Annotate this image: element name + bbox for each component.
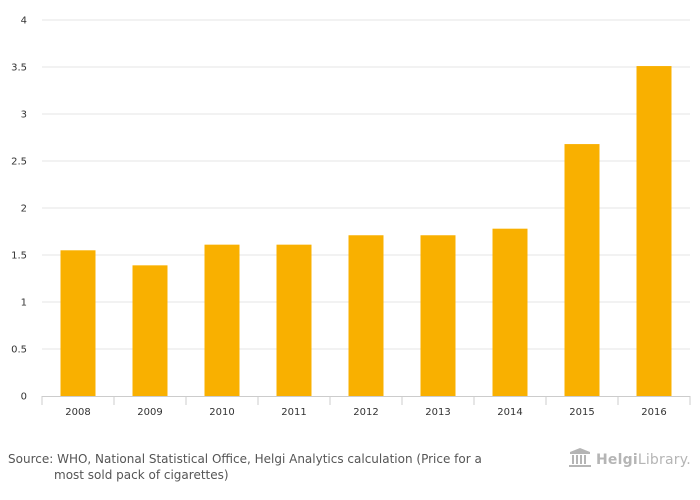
x-tick-label: 2008 <box>65 407 90 418</box>
bar-2011 <box>276 244 312 396</box>
y-tick-label: 0 <box>21 392 27 403</box>
bars <box>60 66 672 396</box>
y-tick-label: 1 <box>21 298 27 309</box>
y-axis-ticks: 0 0.5 1 1.5 2 2.5 3 3.5 4 <box>11 16 27 403</box>
x-tick-label: 2013 <box>425 407 450 418</box>
y-tick-label: 2.5 <box>11 157 27 168</box>
y-tick-label: 1.5 <box>11 251 27 262</box>
bar-2008 <box>60 250 96 396</box>
helgi-library-logo: HelgiLibrary. <box>568 448 691 472</box>
y-tick-label: 3 <box>21 110 27 121</box>
x-tick-label: 2016 <box>641 407 666 418</box>
x-tick-label: 2015 <box>569 407 594 418</box>
bar-2010 <box>204 244 240 396</box>
x-axis <box>41 396 691 405</box>
y-tick-label: 3.5 <box>11 63 27 74</box>
bar-chart: 00.511.522.533.54 2008 2009 2010 2011 2012 20… <box>11 16 691 418</box>
logo-brand-bold: Helgi <box>596 452 638 468</box>
x-tick-label: 2009 <box>137 407 162 418</box>
building-icon <box>568 448 592 472</box>
x-tick-label: 2010 <box>209 407 234 418</box>
x-tick-label: 2012 <box>353 407 378 418</box>
x-tick-label: 2011 <box>281 407 306 418</box>
source-line-2: most sold pack of cigarettes) <box>54 468 229 482</box>
logo-text: HelgiLibrary. <box>596 452 691 468</box>
bar-2009 <box>132 265 168 396</box>
x-tick-label: 2014 <box>497 407 522 418</box>
bar-2015 <box>564 144 600 396</box>
y-tick-label: 2 <box>21 204 27 215</box>
y-tick-label: 0.5 <box>11 345 27 356</box>
source-note: Source: WHO, National Statistical Office… <box>8 451 528 483</box>
x-axis-ticks: 2008 2009 2010 2011 2012 2013 2014 2015 2016 <box>65 407 666 418</box>
bar-2012 <box>348 235 384 396</box>
source-line-1: Source: WHO, National Statistical Office… <box>8 452 482 466</box>
y-tick-label: 4 <box>21 16 27 27</box>
bar-2016 <box>636 66 672 396</box>
logo-brand-rest: Library. <box>637 452 691 468</box>
bar-2014 <box>492 228 528 396</box>
bar-2013 <box>420 235 456 396</box>
